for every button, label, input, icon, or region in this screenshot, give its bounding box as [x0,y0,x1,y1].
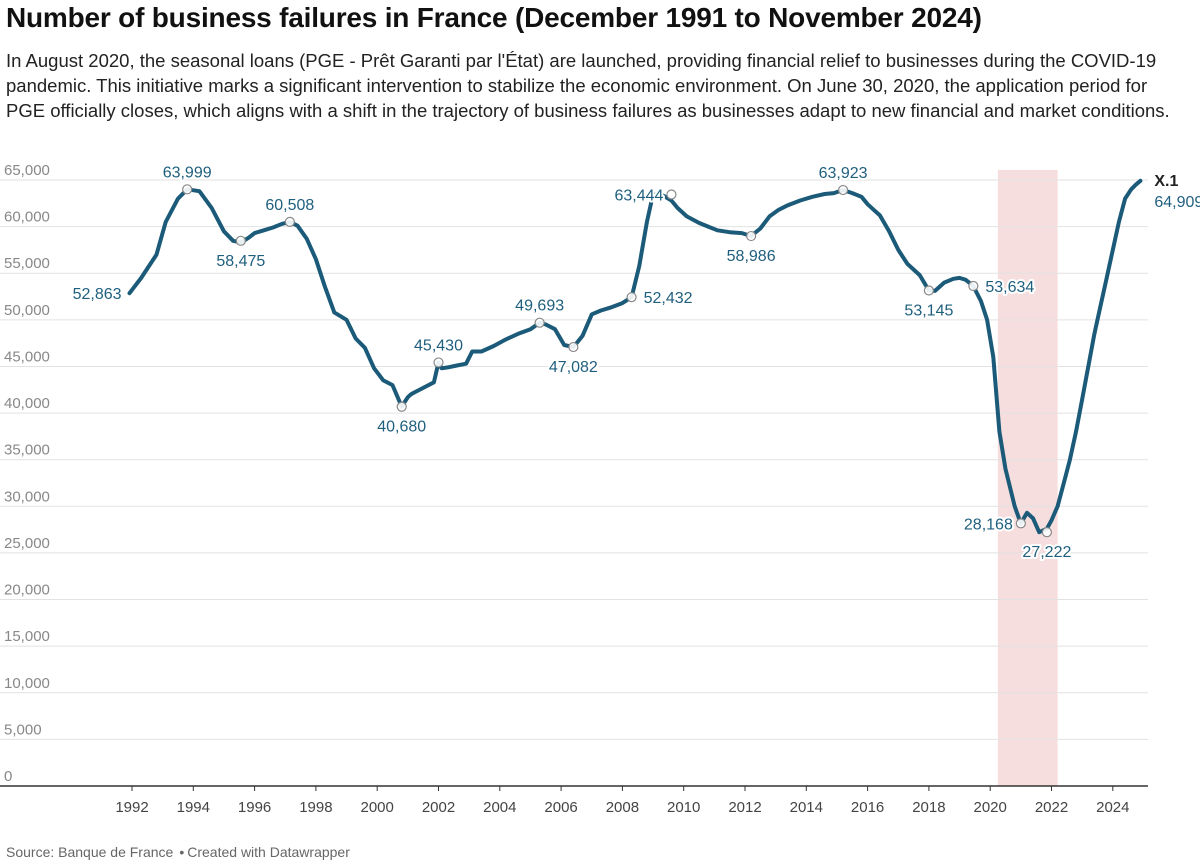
footer-separator: • [179,844,185,860]
annotation-label: 45,430 [414,337,463,354]
gridlines-group [0,179,1148,740]
annotation-label-halo: 63,923 [819,165,868,182]
y-tick-label: 30,000 [4,488,50,505]
annotation-label: 28,168 [964,516,1013,533]
x-tick-label: 2010 [667,799,700,816]
annotation-label: 63,923 [819,165,868,182]
x-tick-label: 2024 [1096,799,1129,816]
y-tick-label: 5,000 [4,721,42,738]
annotation-label-halo: 45,430 [414,337,463,354]
y-tick-label: 35,000 [4,442,50,459]
x-tick-label: 2008 [606,799,639,816]
annotation-label: 52,432 [644,290,693,307]
x-tick-label: 1994 [177,799,210,816]
x-tick-label: 1998 [299,799,332,816]
x-tick-label: 2002 [422,799,455,816]
annotation-marker [666,189,677,200]
annotation-label: 53,634 [985,279,1034,296]
annotation-label-halo: 53,634 [985,279,1034,296]
x-tick-label: 2022 [1035,799,1068,816]
chart-description: In August 2020, the seasonal loans (PGE … [6,50,1170,121]
footer: Source: Banque de France • Created with Da… [6,844,350,860]
annotation-label: 53,145 [904,303,953,320]
annotation-marker [968,280,979,292]
y-tick-label: 55,000 [4,255,50,272]
annotation-label-halo: 63,444 [615,188,664,205]
annotation-label-halo: 40,680 [377,419,426,436]
annotation-label: 60,508 [265,197,314,214]
x-axis-ticks: 1992 1994 1996 1998 2000 2002 2004 2006 2008 2010… [115,786,1129,816]
y-tick-label: 0 [4,768,12,785]
annotation-label: 58,986 [727,248,776,265]
x-tick-label: 1996 [238,799,271,816]
annotation-label: 40,680 [377,419,426,436]
y-tick-label: 40,000 [4,395,50,412]
y-tick-label: 65,000 [4,162,50,179]
y-tick-label: 25,000 [4,535,50,552]
y-tick-label: 50,000 [4,302,50,319]
annotation-marker [568,341,579,353]
annotation-marker [1041,527,1053,538]
annotation-marker [923,285,935,296]
annotation-marker [746,230,757,242]
annotation-label: 52,863 [73,286,122,303]
annotation-marker [534,317,545,328]
annotation-marker [626,292,637,303]
annotation-label-halo: 58,986 [727,248,776,265]
annotation-label-halo: 58,475 [216,253,265,270]
x-tick-label: 2000 [361,799,394,816]
annotation-label: 63,444 [615,188,664,205]
y-tick-label: 10,000 [4,675,50,692]
annotation-label-halo: 52,432 [644,290,693,307]
y-tick-label: 15,000 [4,628,50,645]
annotation-label: 49,693 [515,298,564,315]
annotation-marker [396,401,407,412]
y-tick-label: 20,000 [4,582,50,599]
x-tick-label: 2006 [544,799,577,816]
series-line [127,178,1143,535]
y-tick-label: 45,000 [4,348,50,365]
annotation-marker [1015,518,1026,529]
annotation-marker [235,235,246,246]
x-tick-label: 2018 [912,799,945,816]
x-tick-label: 2012 [728,799,761,816]
x-tick-label: 2020 [974,799,1007,816]
annotation-marker [837,184,849,196]
series-end-value-label: 64,909 [1154,194,1200,211]
annotation-label: 58,475 [216,253,265,270]
annotations-group: 52,86352,86363,99963,99958,47558,47560,5… [71,162,1074,563]
annotation-label-halo: 52,863 [73,286,122,303]
x-tick-label: 2016 [851,799,884,816]
annotation-label-halo: 60,508 [265,197,314,214]
credit-note: Created with Datawrapper [187,844,350,860]
annotation-label: 47,082 [549,359,598,376]
x-tick-label: 2014 [790,799,823,816]
annotation-marker [433,357,444,368]
series-name-label: X.1 [1154,173,1178,190]
line-chart: 0 5,000 10,000 15,000 20,000 25,000 30,000 35,0… [0,162,1200,816]
annotation-marker [182,184,193,195]
annotation-label-halo: 49,693 [515,298,564,315]
chart-title: Number of business failures in France (D… [6,2,982,33]
annotation-label-halo: 28,168 [964,516,1013,533]
x-tick-label: 2004 [483,799,516,816]
annotation-label-halo: 27,222 [1022,544,1071,561]
annotation-label-halo: 53,145 [904,303,953,320]
annotation-label-halo: 47,082 [549,359,598,376]
source-note: Source: Banque de France [6,844,174,860]
annotation-label: 63,999 [163,164,212,181]
annotation-label-halo: 63,999 [163,164,212,181]
x-tick-label: 1992 [115,799,148,816]
y-tick-label: 60,000 [4,209,50,226]
annotation-marker [284,216,295,227]
y-axis-ticks: 0 5,000 10,000 15,000 20,000 25,000 30,000 35,0… [4,162,50,785]
annotation-label: 27,222 [1022,544,1071,561]
